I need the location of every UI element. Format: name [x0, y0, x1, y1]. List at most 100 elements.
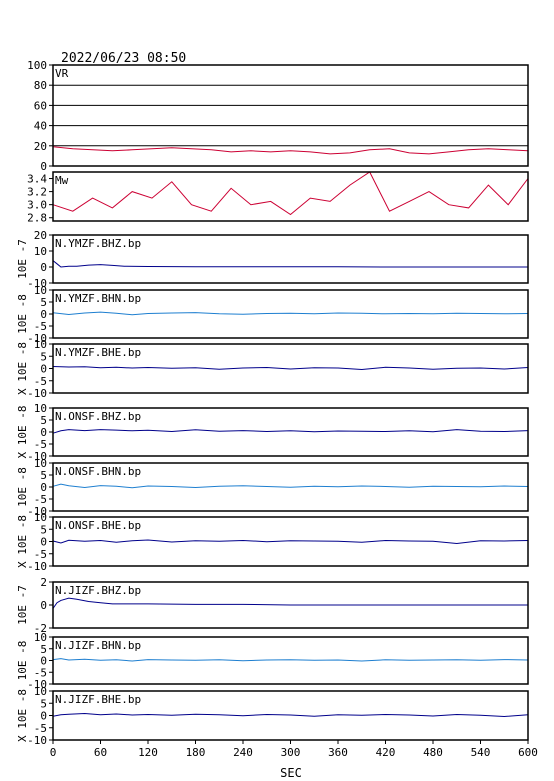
y-tick-label: 0 — [40, 426, 47, 439]
panel-frame — [52, 234, 529, 284]
y-tick-label: 10 — [34, 457, 47, 470]
panel-frame — [52, 171, 529, 222]
y-tick-label: 5 — [40, 469, 47, 482]
panel-label: N.JIZF.BHN.bp — [55, 639, 141, 652]
panel-label: N.ONSF.BHN.bp — [55, 465, 141, 478]
panel-label: N.YMZF.BHE.bp — [55, 346, 141, 359]
y-tick-label: -5 — [34, 548, 47, 561]
y-tick-label: 10 — [34, 511, 47, 524]
y-tick-label: 2 — [40, 576, 47, 589]
y-tick-label: 10 — [34, 402, 47, 415]
x-tick-label: 540 — [471, 746, 491, 759]
y-tick-label: 3.4 — [27, 173, 47, 186]
y-tick-label: 0 — [40, 160, 47, 173]
trace-onsf-bhe — [52, 539, 529, 545]
y-tick-label: 5 — [40, 697, 47, 710]
panel-frame — [52, 64, 529, 167]
panel-ymzf-bhz: -10 0 10 20 N.YMZF.BHZ.bp 10E -7 — [16, 229, 529, 290]
y-tick-label: -10 — [27, 678, 47, 691]
y-tick-label: -10 — [27, 560, 47, 573]
y-tick-label: -10 — [27, 505, 47, 518]
y-tick-label: 0 — [40, 308, 47, 321]
y-tick-label: 40 — [34, 120, 47, 133]
panel-label: N.ONSF.BHZ.bp — [55, 410, 141, 423]
y-tick-label: -5 — [34, 722, 47, 735]
x-tick-label: 300 — [281, 746, 301, 759]
y-tick-label: -10 — [27, 277, 47, 290]
panel-frame — [52, 581, 529, 629]
panel-frame — [52, 343, 529, 394]
panel-frame — [52, 289, 529, 339]
panel-label: N.ONSF.BHE.bp — [55, 519, 141, 532]
y-tick-label: 20 — [34, 229, 47, 242]
panel-label: Mw — [55, 174, 69, 187]
trace-jizf-bhz — [52, 597, 528, 609]
trace-vr — [52, 146, 529, 155]
x-tick-label: 180 — [186, 746, 206, 759]
x-tick-label: 60 — [94, 746, 107, 759]
trace-jizf-bhn — [52, 658, 529, 662]
y-tick-label: -5 — [34, 666, 47, 679]
y-tick-label: 3.2 — [27, 186, 47, 199]
y-tick-label: 10 — [34, 685, 47, 698]
x-axis-label: SEC — [280, 766, 302, 780]
y-tick-label: 0 — [40, 481, 47, 494]
scale-label: X 10E -8 — [16, 689, 29, 742]
scale-label: 10E -7 — [16, 239, 29, 279]
y-tick-label: 0 — [40, 710, 47, 723]
y-tick-label: 10 — [34, 245, 47, 258]
scale-label: 10E -7 — [16, 585, 29, 625]
panel-label: N.JIZF.BHZ.bp — [55, 584, 141, 597]
y-tick-label: 10 — [34, 284, 47, 297]
scale-label: 10E -8 — [16, 467, 29, 507]
x-axis: SEC 0 60 120 180 240 300 360 420 480 540 600 — [50, 740, 538, 780]
y-tick-label: 2.8 — [27, 212, 47, 225]
panel-vr: 0 20 40 60 80 100 VR — [27, 59, 529, 173]
trace-mw — [52, 171, 529, 216]
y-tick-label: -10 — [27, 387, 47, 400]
y-tick-label: 5 — [40, 350, 47, 363]
y-tick-label: -5 — [34, 493, 47, 506]
y-tick-label: 10 — [34, 338, 47, 351]
y-tick-label: -10 — [27, 450, 47, 463]
y-tick-label: -5 — [34, 438, 47, 451]
y-tick-label: 20 — [34, 140, 47, 153]
trace-ymzf-bhe — [52, 366, 529, 371]
x-tick-label: 420 — [376, 746, 396, 759]
y-tick-label: -10 — [27, 734, 47, 747]
y-tick-label: 0 — [40, 363, 47, 376]
x-tick-label: 120 — [138, 746, 158, 759]
panel-mw: 2.83.03.23.4 Mw — [27, 171, 529, 225]
y-tick-label: -5 — [34, 320, 47, 333]
panel-label: N.YMZF.BHZ.bp — [55, 237, 141, 250]
scale-label: X 10E -8 — [16, 406, 29, 459]
x-tick-label: 360 — [328, 746, 348, 759]
y-tick-label: 5 — [40, 523, 47, 536]
y-tick-label: -10 — [27, 332, 47, 345]
panel-frame — [52, 462, 529, 512]
trace-jizf-bhe — [52, 712, 529, 718]
trace-ymzf-bhn — [52, 311, 529, 316]
y-tick-label: 60 — [34, 99, 47, 112]
y-tick-label: 0 — [40, 599, 47, 612]
y-tick-label: 100 — [27, 59, 47, 72]
trace-onsf-bhn — [52, 483, 529, 489]
panel-frame — [52, 407, 529, 457]
x-tick-label: 0 — [50, 746, 57, 759]
panel-label: N.YMZF.BHN.bp — [55, 292, 141, 305]
x-tick-label: 240 — [233, 746, 253, 759]
y-tick-label: 5 — [40, 643, 47, 656]
y-tick-label: 0 — [40, 655, 47, 668]
scale-label: X 10E -8 — [16, 515, 29, 568]
y-tick-label: 3.0 — [27, 199, 47, 212]
panel-label: N.JIZF.BHE.bp — [55, 693, 141, 706]
panel-frame — [52, 636, 529, 685]
